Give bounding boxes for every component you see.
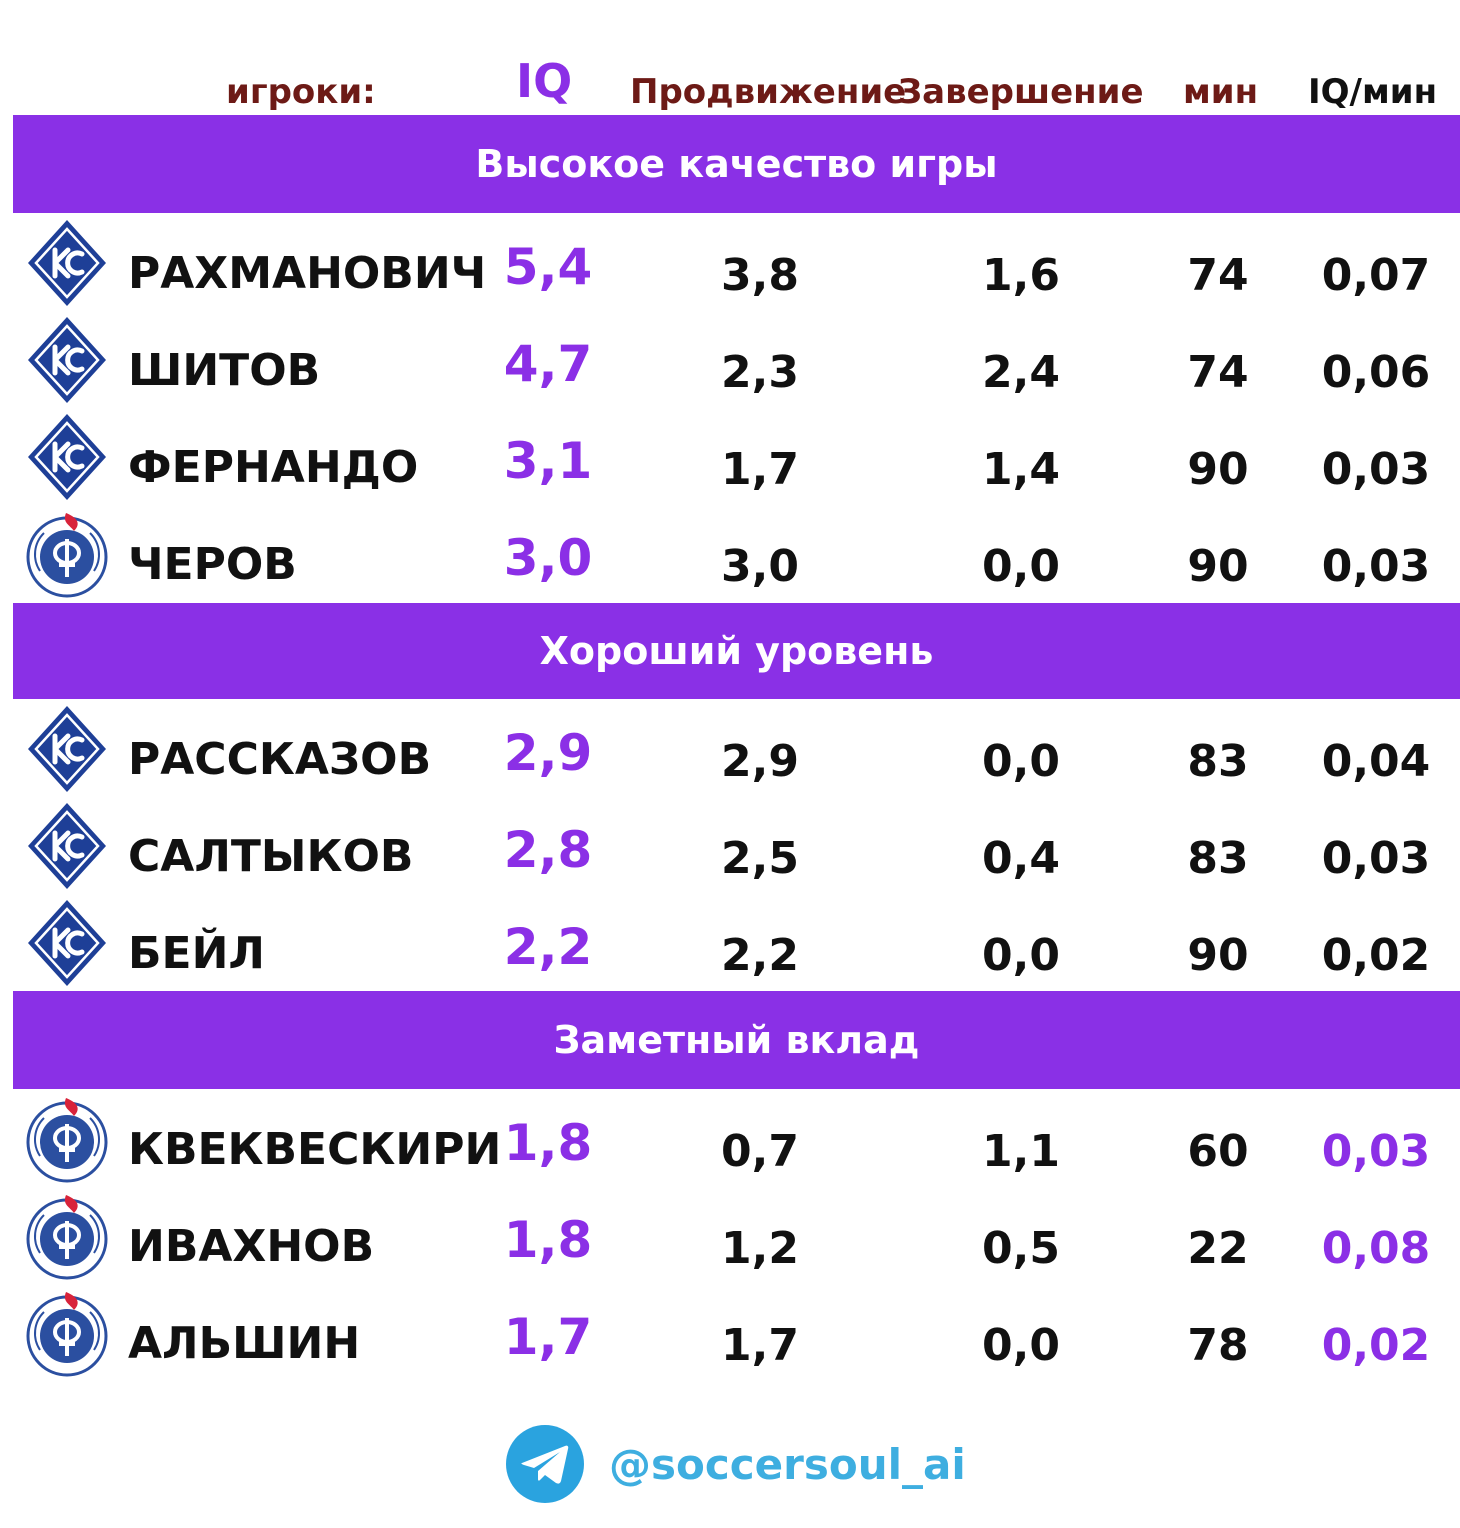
player-row: БЕЙЛ 2,2 2,2 0,0 90 0,02	[0, 894, 1460, 990]
player-row: ИВАХНОВ 1,8 1,2 0,5 22 0,08	[0, 1187, 1460, 1283]
section-band-high-quality: Высокое качество игры	[13, 115, 1460, 213]
iq-per-min-value: 0,03	[1321, 541, 1431, 592]
player-name: РАХМАНОВИЧ	[128, 248, 487, 299]
minutes-value: 90	[1187, 444, 1249, 495]
header-progression: Продвижение	[630, 72, 907, 112]
krylia-sovetov-logo	[22, 315, 112, 405]
telegram-icon[interactable]	[505, 1424, 585, 1504]
player-row: ЧЕРОВ 3,0 3,0 0,0 90 0,03	[0, 505, 1460, 601]
minutes-value: 74	[1187, 250, 1249, 301]
minutes-value: 74	[1187, 347, 1249, 398]
player-row: РАХМАНОВИЧ 5,4 3,8 1,6 74 0,07	[0, 214, 1460, 310]
progression-value: 2,3	[721, 347, 799, 398]
footer: @soccersoul_ai	[505, 1424, 966, 1504]
player-row: ШИТОВ 4,7 2,3 2,4 74 0,06	[0, 311, 1460, 407]
finishing-value: 2,4	[982, 347, 1060, 398]
finishing-value: 1,6	[982, 250, 1060, 301]
progression-value: 3,8	[721, 250, 799, 301]
progression-value: 1,7	[721, 1320, 799, 1371]
iq-per-min-value: 0,06	[1321, 347, 1431, 398]
progression-value: 1,2	[721, 1223, 799, 1274]
player-row: ФЕРНАНДО 3,1 1,7 1,4 90 0,03	[0, 408, 1460, 504]
iq-value: 3,0	[503, 529, 593, 587]
progression-value: 2,2	[721, 930, 799, 981]
krylia-sovetov-logo	[22, 898, 112, 988]
progression-value: 2,9	[721, 736, 799, 787]
iq-value: 5,4	[503, 238, 593, 296]
player-name: ФЕРНАНДО	[128, 442, 419, 493]
header-iq-per-min: IQ/мин	[1308, 72, 1438, 112]
progression-value: 0,7	[721, 1126, 799, 1177]
player-name: ЧЕРОВ	[128, 539, 297, 590]
iq-per-min-value: 0,08	[1321, 1223, 1431, 1274]
krylia-sovetov-logo	[22, 801, 112, 891]
player-row: САЛТЫКОВ 2,8 2,5 0,4 83 0,03	[0, 797, 1460, 893]
header-finishing: Завершение	[898, 72, 1144, 112]
finishing-value: 0,0	[982, 736, 1060, 787]
iq-per-min-value: 0,02	[1321, 1320, 1431, 1371]
section-band-good-level: Хороший уровень	[13, 603, 1460, 699]
finishing-value: 1,1	[982, 1126, 1060, 1177]
player-name: АЛЬШИН	[128, 1318, 361, 1369]
krylia-sovetov-logo	[22, 412, 112, 502]
minutes-value: 60	[1187, 1126, 1249, 1177]
progression-value: 1,7	[721, 444, 799, 495]
finishing-value: 0,4	[982, 833, 1060, 884]
player-row: КВЕКВЕСКИРИ 1,8 0,7 1,1 60 0,03	[0, 1090, 1460, 1186]
iq-value: 3,1	[503, 432, 593, 490]
finishing-value: 1,4	[982, 444, 1060, 495]
iq-value: 2,9	[503, 724, 593, 782]
krylia-sovetov-logo	[22, 218, 112, 308]
iq-value: 4,7	[503, 335, 593, 393]
progression-value: 2,5	[721, 833, 799, 884]
iq-per-min-value: 0,03	[1321, 1126, 1431, 1177]
minutes-value: 90	[1187, 541, 1249, 592]
player-name: ШИТОВ	[128, 345, 321, 396]
iq-value: 2,2	[503, 918, 593, 976]
minutes-value: 78	[1187, 1320, 1249, 1371]
iq-value: 1,8	[503, 1114, 593, 1172]
progression-value: 3,0	[721, 541, 799, 592]
player-name: ИВАХНОВ	[128, 1221, 375, 1272]
fakel-logo	[22, 1191, 112, 1281]
social-handle[interactable]: @soccersoul_ai	[609, 1439, 966, 1489]
iq-per-min-value: 0,03	[1321, 833, 1431, 884]
iq-per-min-value: 0,02	[1321, 930, 1431, 981]
minutes-value: 22	[1187, 1223, 1249, 1274]
iq-value: 1,8	[503, 1211, 593, 1269]
finishing-value: 0,0	[982, 1320, 1060, 1371]
minutes-value: 83	[1187, 736, 1249, 787]
player-row: АЛЬШИН 1,7 1,7 0,0 78 0,02	[0, 1284, 1460, 1380]
iq-per-min-value: 0,07	[1321, 250, 1431, 301]
iq-value: 1,7	[503, 1308, 593, 1366]
player-name: РАССКАЗОВ	[128, 734, 432, 785]
minutes-value: 83	[1187, 833, 1249, 884]
finishing-value: 0,0	[982, 930, 1060, 981]
iq-per-min-value: 0,03	[1321, 444, 1431, 495]
player-name: БЕЙЛ	[128, 928, 265, 979]
iq-per-min-value: 0,04	[1321, 736, 1431, 787]
iq-value: 2,8	[503, 821, 593, 879]
player-name: КВЕКВЕСКИРИ	[128, 1124, 502, 1175]
section-band-notable-contribution: Заметный вклад	[13, 991, 1460, 1089]
fakel-logo	[22, 1288, 112, 1378]
finishing-value: 0,0	[982, 541, 1060, 592]
fakel-logo	[22, 509, 112, 599]
krylia-sovetov-logo	[22, 704, 112, 794]
header-minutes: мин	[1183, 72, 1259, 112]
finishing-value: 0,5	[982, 1223, 1060, 1274]
player-row: РАССКАЗОВ 2,9 2,9 0,0 83 0,04	[0, 700, 1460, 796]
minutes-value: 90	[1187, 930, 1249, 981]
header-players: игроки:	[226, 72, 376, 112]
player-name: САЛТЫКОВ	[128, 831, 414, 882]
fakel-logo	[22, 1094, 112, 1184]
header-iq: IQ	[516, 54, 573, 108]
